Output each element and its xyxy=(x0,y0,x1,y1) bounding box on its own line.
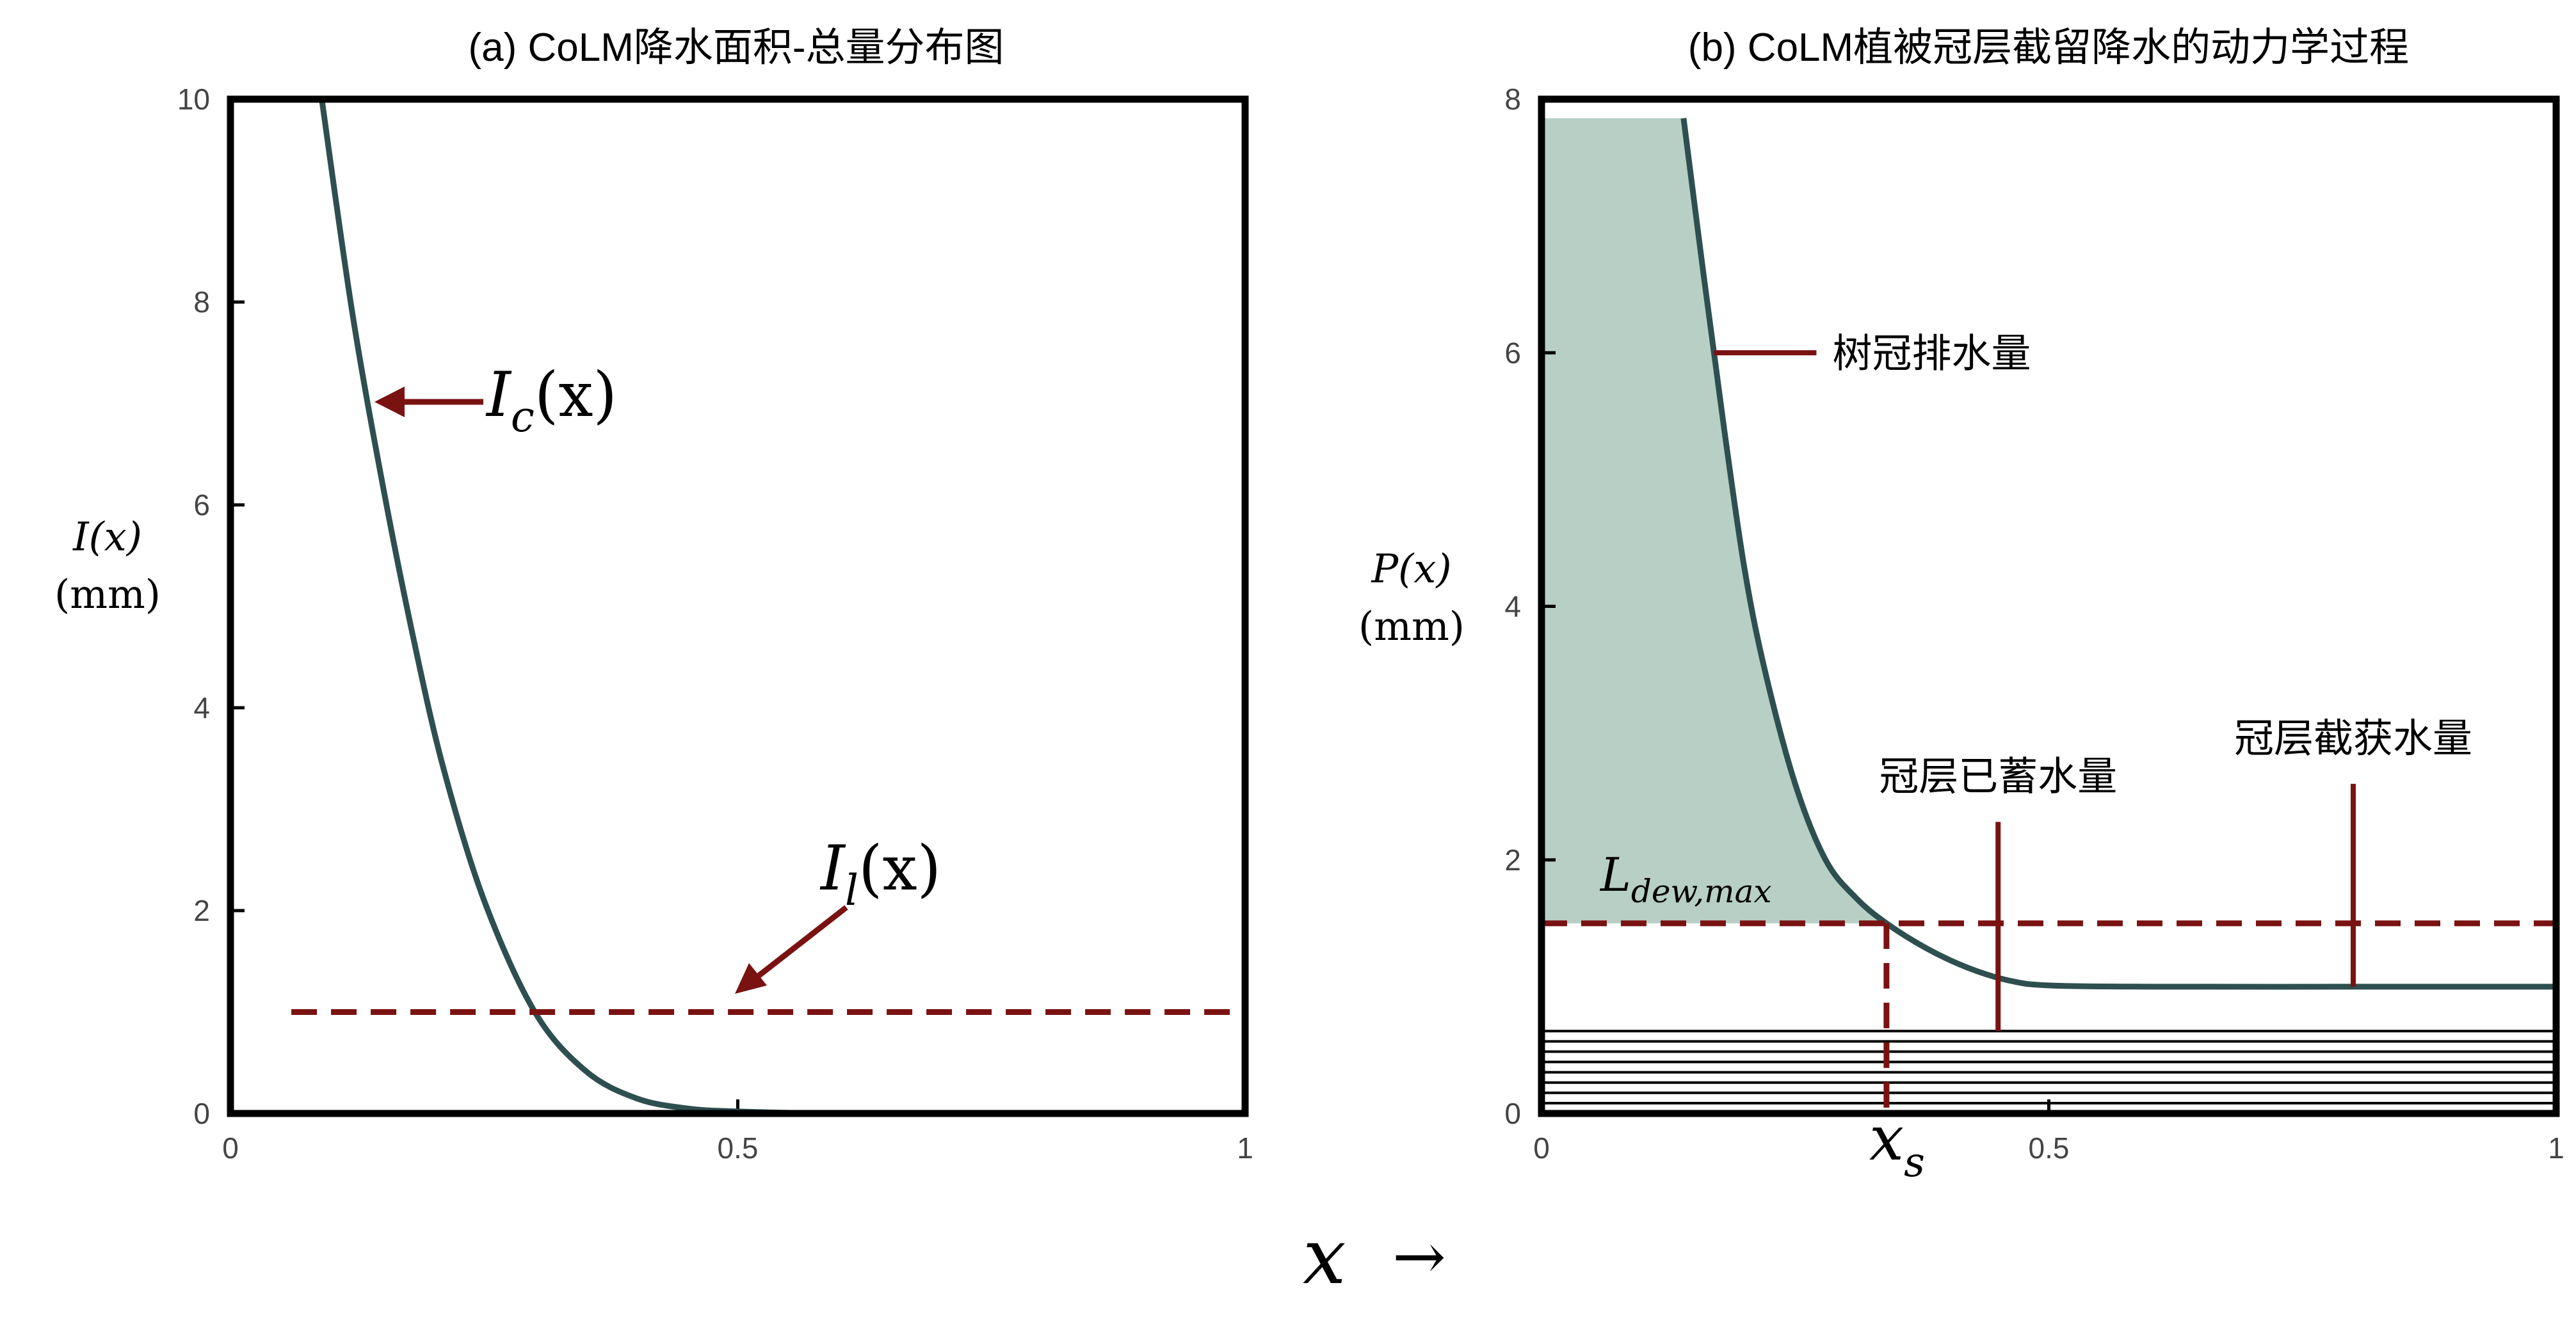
panel-a-x-ticks: 0 0.5 1 xyxy=(222,1099,1253,1165)
canopy-stored-water-label: 冠层已蓄水量 xyxy=(1879,754,2117,799)
panel-b-threshold xyxy=(1542,920,2556,1113)
y-tick-label: 0 xyxy=(193,1097,210,1130)
panel-b-shaded-region xyxy=(1542,118,1889,925)
panel-b-x-ticks: 0 0.5 1 xyxy=(1533,1099,2564,1165)
panel-b-plot-frame xyxy=(1538,95,2560,1117)
panel-b-y-ticks: 0 2 4 6 8 xyxy=(1504,83,1556,1130)
y-tick-label: 6 xyxy=(1504,336,1521,369)
il-arrow-line xyxy=(748,905,848,985)
panel-a-ylabel-var: I(x) xyxy=(72,513,142,560)
panel-b-y-axis-label: P(x) (mm) xyxy=(1358,545,1465,650)
il-arrow-head-icon xyxy=(735,963,767,994)
panel-a-title: (a) CoLM降水面积-总量分布图 xyxy=(468,26,1004,70)
panel-a-series xyxy=(291,99,1245,1117)
x-tick-label: 1 xyxy=(2548,1131,2564,1165)
panel-b: (b) CoLM植被冠层截留降水的动力学过程 P(x) (mm) 0 2 4 6 8 0… xyxy=(1358,26,2564,1186)
x-tick-label: 0.5 xyxy=(718,1131,759,1165)
y-tick-label: 8 xyxy=(193,285,210,319)
x-tick-label: 0.5 xyxy=(2029,1131,2070,1165)
shared-xlabel: x xyxy=(1303,1213,1346,1302)
y-tick-label: 0 xyxy=(1504,1097,1521,1130)
canopy-intercepted-water-label: 冠层截获水量 xyxy=(2234,717,2472,761)
ldew-max-label: Ldew,max xyxy=(1599,848,1772,910)
p-curve xyxy=(1680,118,2556,990)
panel-b-ylabel-unit: (mm) xyxy=(1358,603,1465,650)
il-label: Il(x) xyxy=(819,833,941,915)
y-tick-label: 2 xyxy=(193,894,210,927)
shared-xlabel-arrow-icon: → xyxy=(1392,1219,1446,1294)
y-tick-label: 4 xyxy=(1504,590,1521,623)
panel-a-plot-frame xyxy=(227,95,1249,1117)
drainage-shaded-area xyxy=(1542,118,1889,925)
panel-b-title: (b) CoLM植被冠层截留降水的动力学过程 xyxy=(1688,26,2409,70)
panel-b-ylabel-var: P(x) xyxy=(1371,545,1451,592)
y-tick-label: 10 xyxy=(177,83,210,116)
panel-b-hatch-lines xyxy=(1542,1030,2556,1105)
panel-a-annotation-il: Il(x) xyxy=(735,833,941,994)
y-tick-label: 8 xyxy=(1504,83,1521,116)
ic-label: Ic(x) xyxy=(485,359,617,442)
canopy-drainage-label: 树冠排水量 xyxy=(1832,331,2031,376)
y-tick-label: 6 xyxy=(193,488,210,522)
panel-a-y-ticks: 0 2 4 6 8 10 xyxy=(177,83,245,1130)
panel-b-series xyxy=(1680,118,2556,990)
panel-a-annotation-ic: Ic(x) xyxy=(374,359,617,442)
y-tick-label: 2 xyxy=(1504,843,1521,877)
x-tick-label: 0 xyxy=(1533,1131,1550,1165)
shared-x-axis-label: x → xyxy=(1303,1213,1446,1302)
y-tick-label: 4 xyxy=(193,691,210,724)
x-tick-label: 1 xyxy=(1237,1131,1253,1165)
ic-curve xyxy=(319,99,1245,1117)
panel-a-y-axis-label: I(x) (mm) xyxy=(54,513,161,618)
panel-a-ylabel-unit: (mm) xyxy=(54,571,161,618)
x-tick-label: 0 xyxy=(222,1131,239,1165)
ic-arrow-head-icon xyxy=(374,387,405,417)
